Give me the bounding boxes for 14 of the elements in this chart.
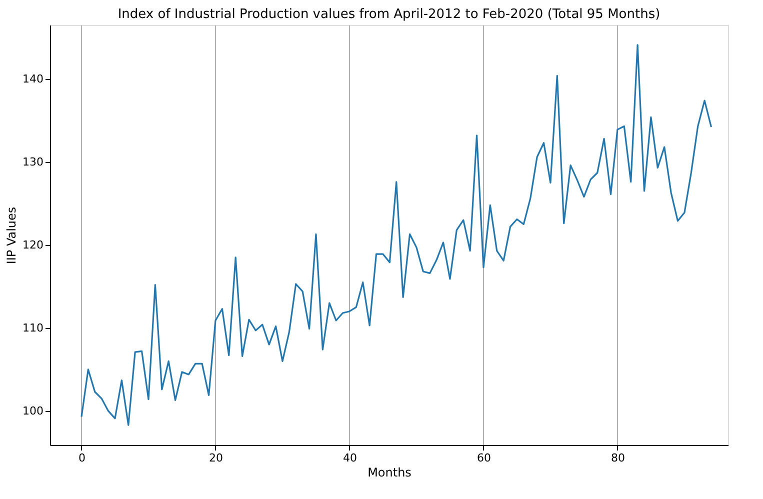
x-tick-label: 20 [208,452,223,464]
y-tick-label: 140 [22,72,44,86]
line-series [80,44,712,426]
x-tick-label: 40 [342,452,357,464]
y-tick-label: 120 [22,238,44,252]
x-axis-title: Months [368,466,412,480]
chart-title: Index of Industrial Production values from April-2012 to Feb-2020 (Total 95 Months) [118,7,660,22]
y-tick-label: 130 [22,155,44,168]
y-tick-label: 110 [22,321,44,334]
x-tick-label: 0 [78,452,86,464]
x-tick-label: 60 [476,452,491,464]
y-axis-title: IIP Values [4,206,19,264]
y-tick-label: 100 [22,404,44,418]
x-tick-label: 80 [610,452,625,464]
